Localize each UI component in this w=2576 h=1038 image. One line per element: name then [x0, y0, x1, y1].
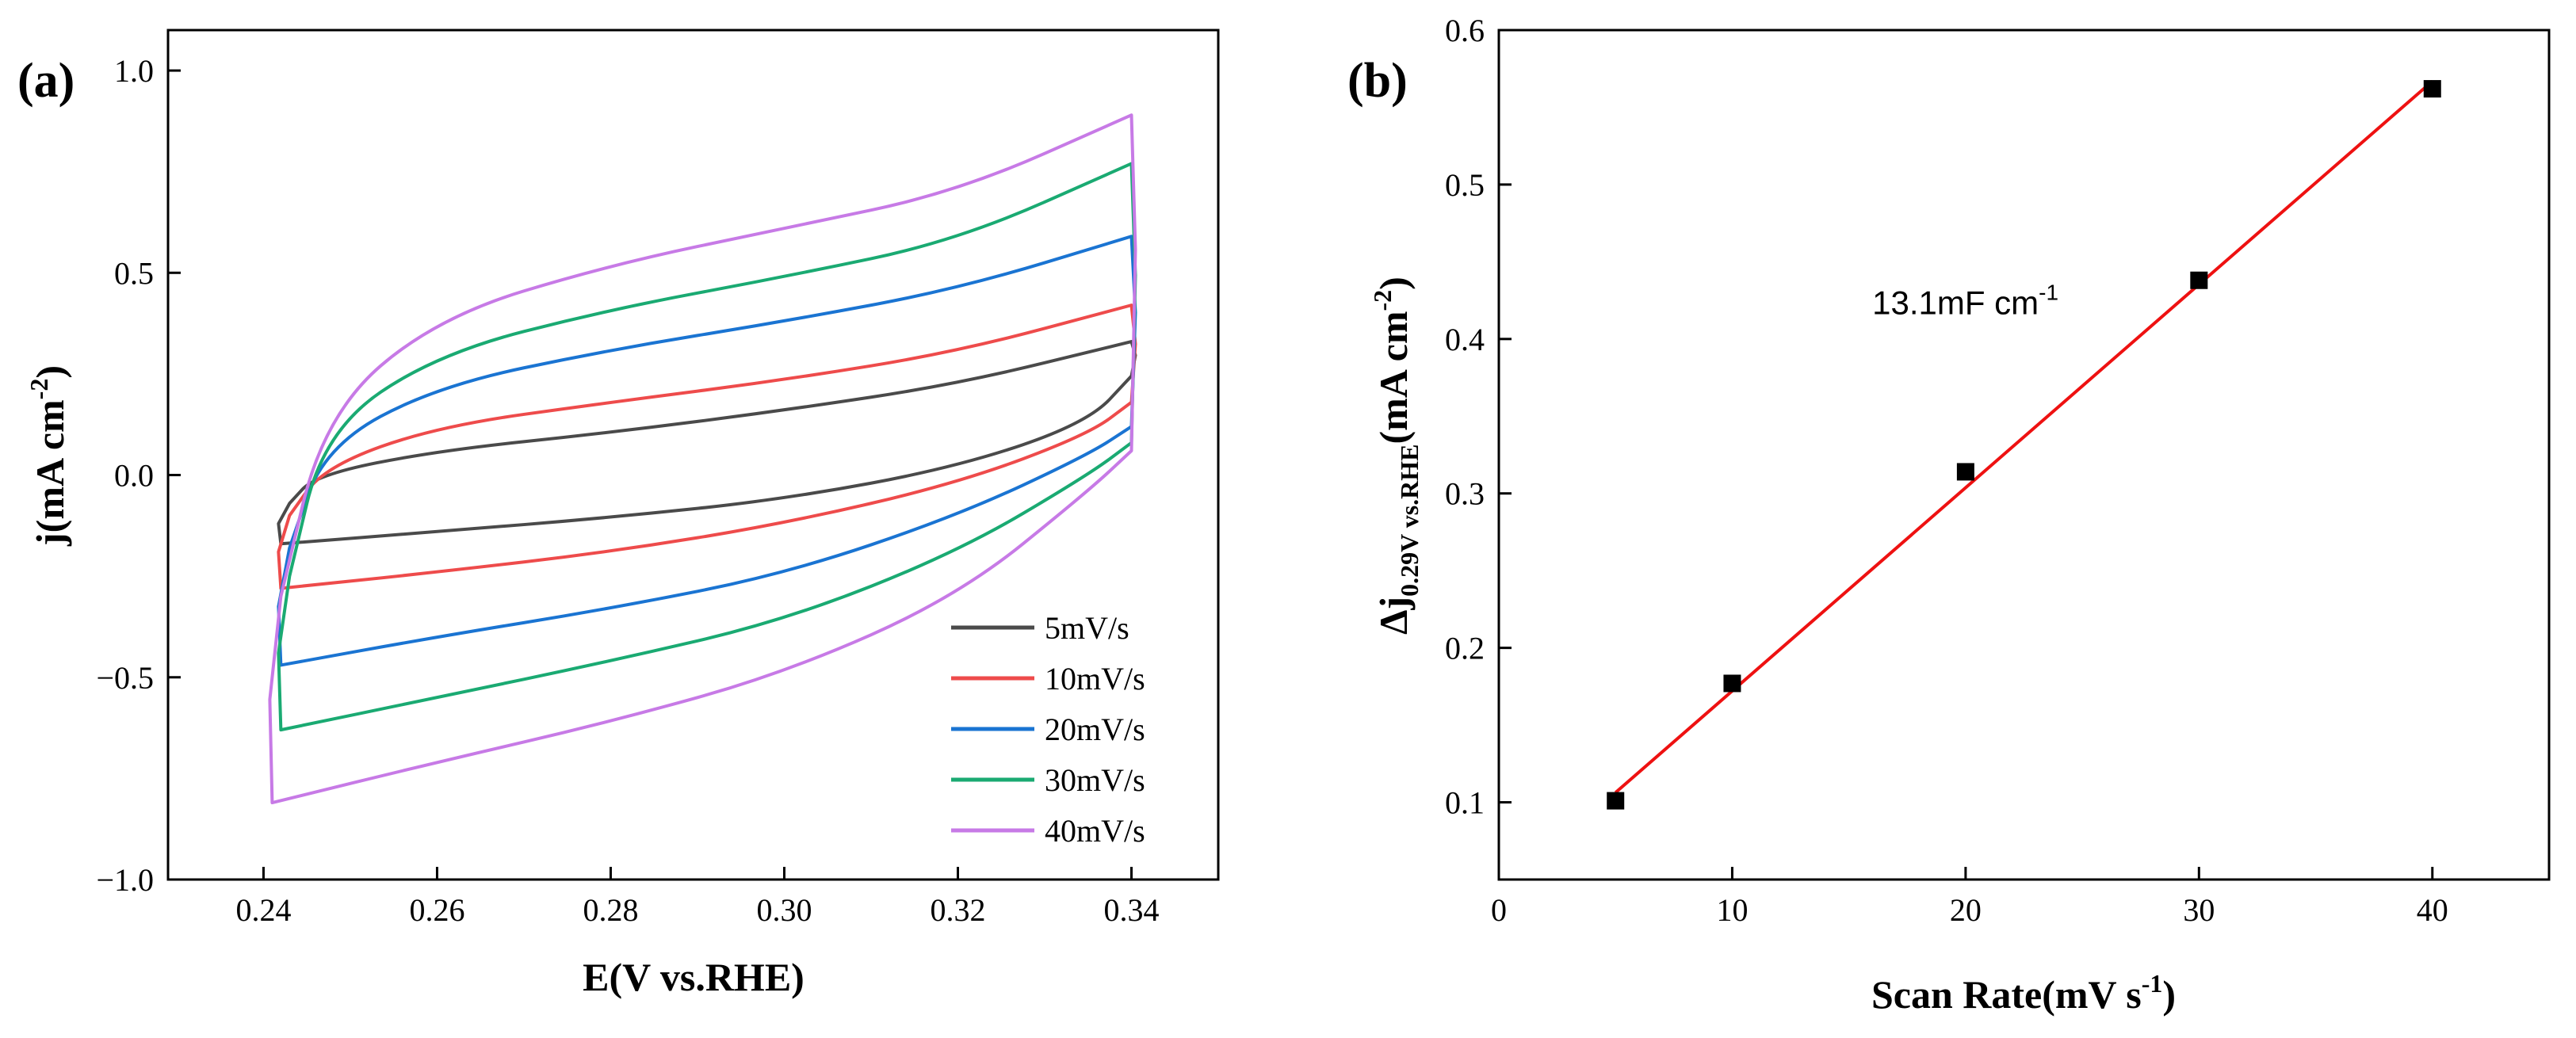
- legend-label-40: 40mV/s: [1045, 813, 1145, 849]
- y-tick-label-a: 0.0: [114, 458, 154, 494]
- legend-label-30: 30mV/s: [1045, 762, 1145, 798]
- x-tick-label-a: 0.32: [930, 892, 985, 928]
- data-points: [1607, 80, 2441, 810]
- y-tick-label-b: 0.6: [1445, 13, 1485, 48]
- plot-frame-a: [166, 29, 1220, 881]
- y-tick-label-a: −1.0: [96, 862, 154, 898]
- data-point: [1956, 463, 1974, 481]
- x-axis-label-b: Scan Rate(mV s-1): [1871, 969, 2176, 1017]
- panel-label-b: (b): [1347, 54, 1408, 108]
- fit-line: [1614, 80, 2434, 794]
- plot-frame-b: [1497, 29, 2551, 881]
- legend-label-20: 20mV/s: [1045, 712, 1145, 747]
- x-tick-label-b: 30: [2183, 892, 2215, 928]
- x-tick-label-b: 0: [1491, 892, 1507, 928]
- data-point: [2423, 80, 2441, 98]
- panel-label-a: (a): [17, 54, 75, 108]
- legend-label-5: 5mV/s: [1045, 610, 1129, 646]
- x-tick-label-a: 0.24: [235, 892, 291, 928]
- x-ticks-a: 0.24 0.26 0.28 0.30 0.32 0.34: [235, 867, 1159, 928]
- y-tick-label-b: 0.3: [1445, 476, 1485, 512]
- data-point: [1607, 792, 1625, 810]
- x-axis-label-a: E(V vs.RHE): [583, 955, 805, 999]
- y-axis-label-b: Δj0.29V vs.RHE(mA cm-2): [1368, 277, 1424, 635]
- data-point: [2190, 271, 2208, 289]
- x-tick-label-a: 0.30: [756, 892, 812, 928]
- capacitance-annotation: 13.1mF cm-1: [1872, 280, 2058, 322]
- cv-curves: [268, 113, 1137, 805]
- y-tick-label-a: 0.5: [114, 255, 154, 291]
- y-ticks-a: −1.0 −0.5 0.0 0.5 1.0: [96, 53, 181, 898]
- x-tick-label-a: 0.26: [409, 892, 464, 928]
- panel-a-cv-curves: (a) 0.24 0.26 0.28 0.30 0.32 0.34 −1.0 −0.5 0.0…: [17, 29, 1220, 999]
- panel-b-capacitance-fit: (b) 0 10 20 30 40 0.1 0.2 0.3 0.4 0.5 0.6 13.1mF …: [1347, 13, 2551, 1017]
- y-axis-label-a: j(mA cm-2): [25, 365, 72, 547]
- x-ticks-b: 0 10 20 30 40: [1491, 867, 2448, 928]
- data-point: [1723, 674, 1741, 693]
- y-tick-label-b: 0.2: [1445, 631, 1485, 666]
- x-tick-label-b: 10: [1716, 892, 1748, 928]
- x-tick-label-b: 20: [1950, 892, 1982, 928]
- y-ticks-b: 0.1 0.2 0.3 0.4 0.5 0.6: [1445, 13, 1512, 821]
- legend: 5mV/s 10mV/s 20mV/s 30mV/s 40mV/s: [951, 610, 1145, 849]
- x-tick-label-a: 0.34: [1103, 892, 1159, 928]
- y-tick-label-b: 0.4: [1445, 322, 1485, 357]
- cv-curve-40mV/s: [268, 113, 1137, 805]
- y-tick-label-a: 1.0: [114, 53, 154, 89]
- y-tick-label-b: 0.5: [1445, 167, 1485, 203]
- legend-label-10: 10mV/s: [1045, 661, 1145, 696]
- y-tick-label-a: −0.5: [96, 660, 154, 696]
- y-tick-label-b: 0.1: [1445, 785, 1485, 821]
- x-tick-label-a: 0.28: [583, 892, 638, 928]
- x-tick-label-b: 40: [2417, 892, 2448, 928]
- linear-fit: [1614, 80, 2434, 794]
